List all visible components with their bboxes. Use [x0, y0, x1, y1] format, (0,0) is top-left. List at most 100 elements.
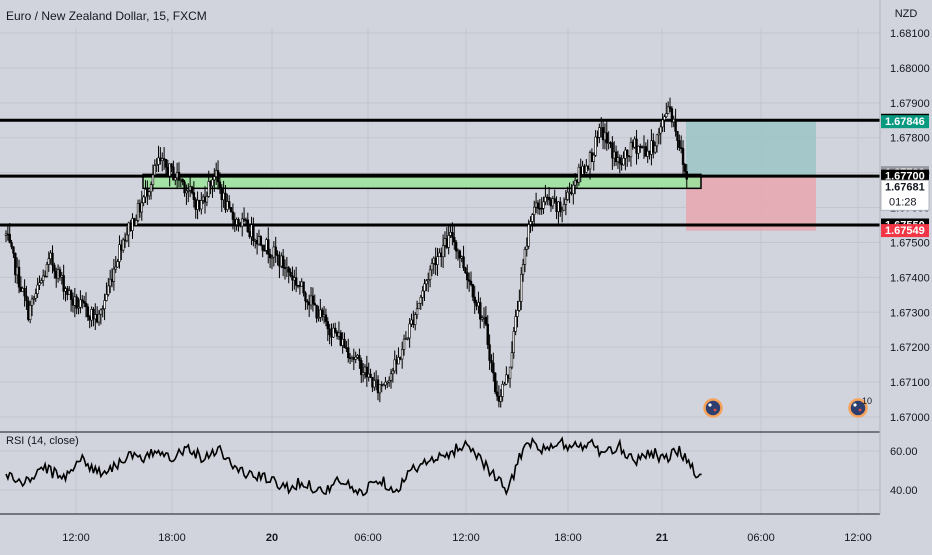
candle-body	[525, 245, 529, 250]
candle-body	[523, 249, 527, 265]
candle-body	[531, 214, 534, 222]
candle-body	[201, 196, 205, 201]
candle-body	[683, 164, 687, 172]
candle-body	[607, 142, 610, 144]
candle-body	[92, 309, 95, 320]
candle-body	[233, 219, 236, 225]
candle-body	[6, 233, 10, 236]
candle-body	[599, 127, 603, 129]
candle-body	[577, 166, 581, 183]
candle-body	[203, 196, 207, 203]
candle-body	[399, 356, 402, 360]
candle-body	[663, 116, 666, 121]
candle-body	[220, 187, 223, 201]
horizontal-levels[interactable]	[0, 118, 880, 227]
candle-body	[110, 278, 114, 282]
candle-body	[479, 302, 482, 320]
candle-body	[216, 170, 220, 183]
time-tick-label: 20	[266, 532, 278, 544]
candle-body	[505, 374, 508, 385]
candle-body	[162, 158, 166, 160]
candle-body	[62, 275, 65, 292]
candle-body	[53, 264, 56, 272]
candle-body	[588, 152, 592, 170]
candle-body	[611, 142, 614, 159]
candle-body	[211, 179, 214, 187]
candle-body	[36, 284, 39, 294]
candle-body	[108, 278, 112, 287]
time-axis[interactable]: 12:00 18:00 20 06:00 12:00 18:00 21 06:00 12:00	[62, 532, 872, 544]
candle-body	[657, 132, 661, 136]
candle-body	[73, 296, 77, 306]
price-tick-label: 1.67000	[890, 412, 930, 424]
candle-body	[118, 244, 121, 262]
candle-body	[484, 316, 488, 325]
candle-body	[547, 197, 551, 201]
candle-body	[226, 201, 229, 210]
event-flag-icon[interactable]	[848, 398, 868, 418]
candle-body	[196, 199, 199, 210]
candle-body	[685, 171, 688, 180]
candle-body	[159, 157, 162, 161]
candle-body	[471, 284, 475, 298]
candle-body	[469, 280, 473, 285]
candle-body	[317, 317, 320, 319]
candle-body	[289, 271, 292, 277]
price-label-text: 1.67681	[885, 181, 925, 193]
stop-zone[interactable]	[686, 176, 816, 231]
event-flag-icon[interactable]	[703, 398, 723, 418]
candle-body	[306, 300, 309, 303]
candle-body	[332, 327, 335, 338]
candle-body	[427, 279, 430, 282]
candle-body	[570, 191, 573, 195]
candle-body	[503, 383, 506, 386]
candle-body	[281, 255, 285, 268]
candle-body	[8, 233, 11, 243]
candle-body	[408, 323, 411, 339]
candle-body	[309, 295, 313, 306]
target-zone[interactable]	[686, 121, 816, 177]
trade-position[interactable]	[686, 121, 816, 231]
candle-body	[170, 163, 173, 168]
candle-body	[520, 273, 523, 302]
candle-body	[17, 266, 21, 288]
candle-body	[254, 240, 257, 242]
time-tick-label: 21	[656, 532, 668, 544]
candle-body	[123, 239, 127, 242]
candle-body	[188, 186, 192, 191]
candle-body	[280, 255, 283, 267]
candle-body	[434, 257, 437, 265]
grid-lines	[0, 28, 880, 514]
candle-body	[585, 165, 588, 173]
candle-body	[94, 314, 97, 320]
candle-body	[294, 277, 298, 286]
candle-body	[492, 362, 495, 374]
candle-body	[103, 300, 106, 310]
candle-body	[559, 201, 562, 213]
support-resistance-zone[interactable]	[142, 173, 702, 190]
candle-body	[224, 192, 227, 210]
candle-body	[495, 391, 499, 397]
price-tick-label: 1.67800	[890, 133, 930, 145]
candle-body	[276, 254, 279, 257]
candle-body	[609, 142, 612, 144]
time-tick-label: 06:00	[747, 532, 775, 544]
candle-body	[285, 267, 289, 270]
candle-body	[475, 302, 478, 307]
candle-body	[581, 165, 584, 175]
candle-body	[371, 377, 374, 388]
candle-body	[194, 199, 197, 210]
candle-body	[15, 266, 19, 276]
candle-body	[114, 266, 117, 270]
candle-body	[633, 138, 636, 148]
candle-body	[21, 288, 24, 292]
candle-body	[352, 357, 356, 360]
candle-body	[49, 252, 52, 260]
candle-body	[51, 252, 54, 266]
event-markers[interactable]: 10	[703, 396, 873, 418]
candle-body	[302, 281, 305, 294]
candle-body	[365, 366, 369, 378]
candle-body	[555, 201, 558, 212]
candle-body	[267, 239, 270, 255]
